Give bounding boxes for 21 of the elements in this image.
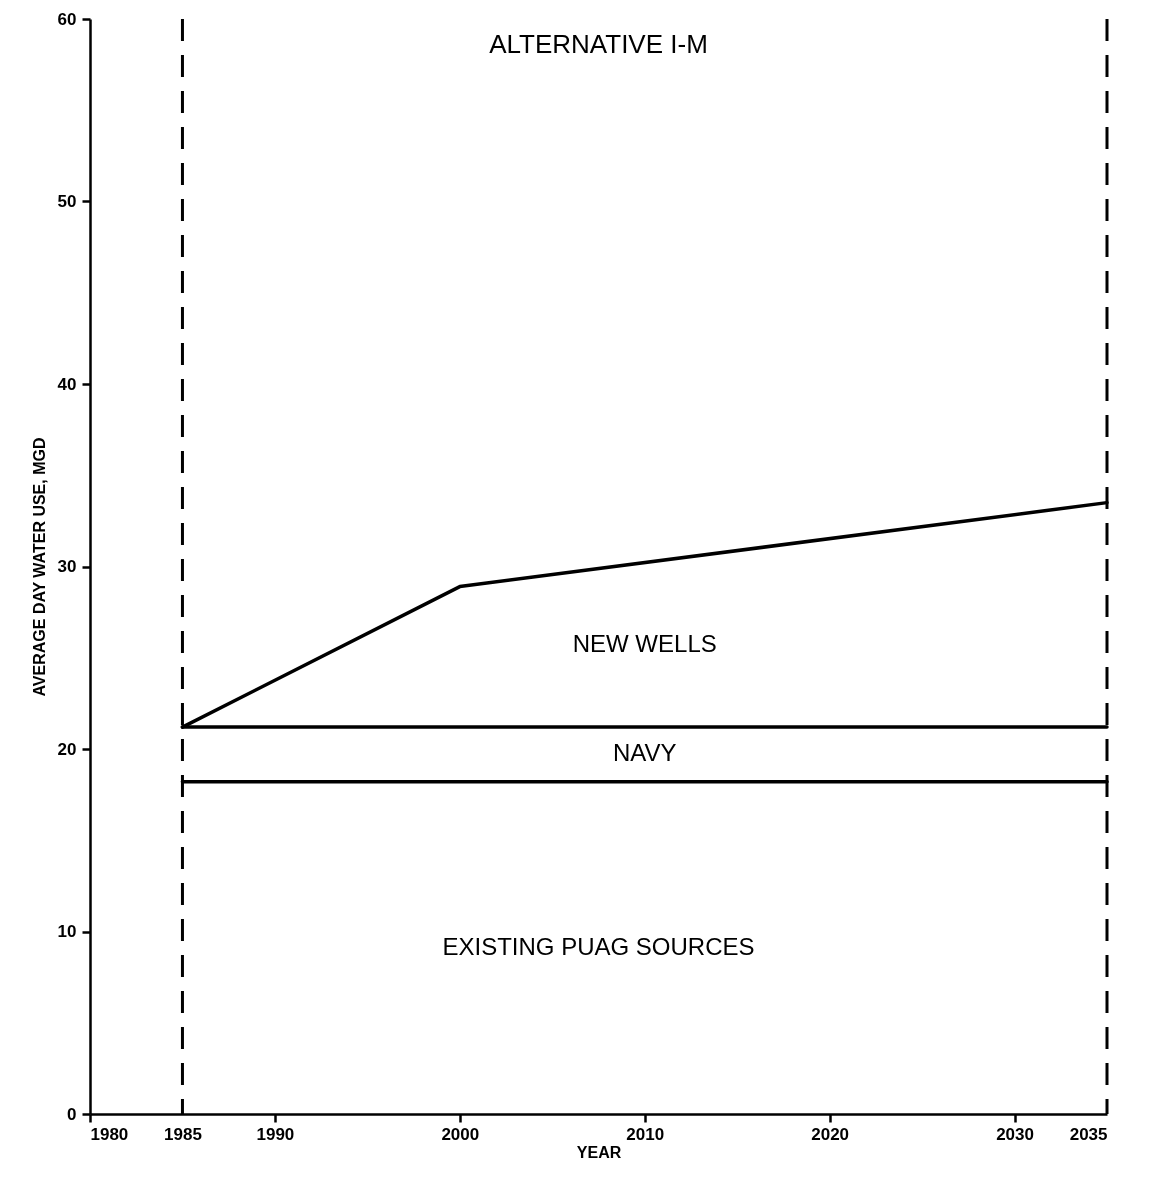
- x-tick-label: 1980: [90, 1124, 129, 1144]
- y-axis-title: AVERAGE DAY WATER USE, MGD: [30, 437, 48, 697]
- chart-title: ALTERNATIVE I-M: [489, 29, 708, 59]
- x-tick-label: 2020: [811, 1124, 850, 1144]
- y-tick-label: 60: [57, 9, 77, 29]
- x-tick-label: 1990: [256, 1124, 295, 1144]
- annotation: EXISTING PUAG SOURCES: [442, 932, 755, 960]
- x-tick-label: 2000: [441, 1124, 480, 1144]
- y-tick-label: 50: [57, 192, 77, 211]
- y-tick-label: 0: [67, 1104, 77, 1124]
- x-tick-label: 2010: [626, 1124, 665, 1144]
- y-tick-label: 30: [57, 557, 77, 576]
- x-tick-label: 1985: [164, 1124, 202, 1144]
- x-tick-label: 2035: [1069, 1124, 1108, 1144]
- series-label: NAVY: [612, 739, 677, 767]
- text: NEW WELLS: [572, 629, 717, 657]
- y-tick-label: 40: [57, 374, 77, 394]
- y-tick-label: 10: [57, 922, 77, 941]
- y-tick-label: 20: [57, 739, 77, 759]
- x-tick-label: 2030: [996, 1124, 1034, 1144]
- x-axis-title: YEAR: [576, 1143, 622, 1161]
